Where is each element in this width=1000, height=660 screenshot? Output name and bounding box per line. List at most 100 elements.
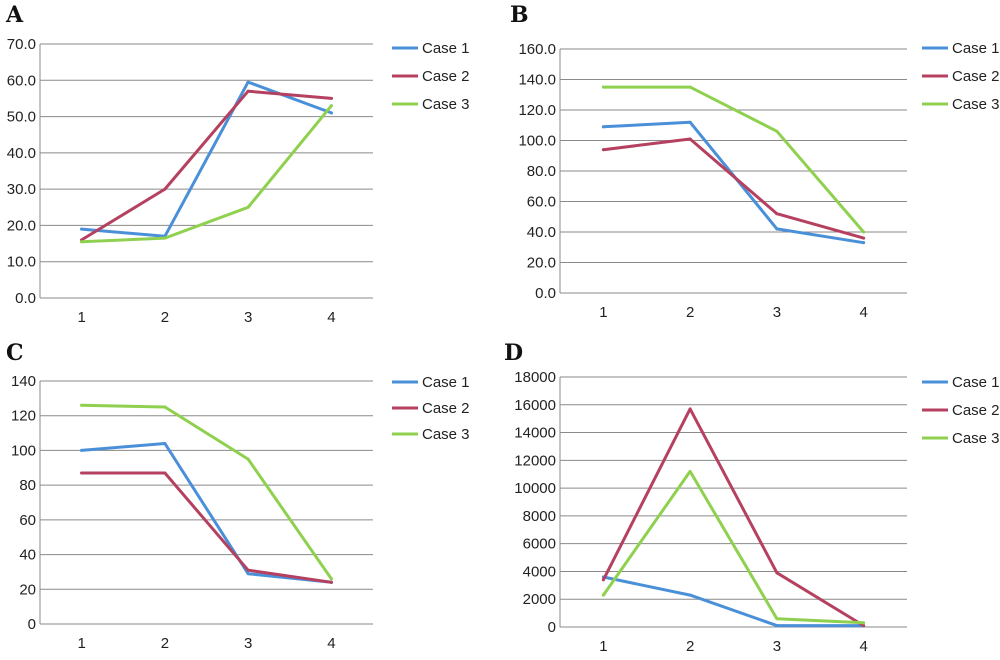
data-point-case-2: [688, 407, 692, 411]
y-tick-label: 100: [11, 442, 36, 459]
legend-label: Case 3: [422, 96, 470, 113]
data-point-case-3: [775, 617, 779, 621]
data-point-case-2: [775, 571, 779, 575]
data-point-case-3: [246, 205, 250, 209]
legend-label: Case 1: [422, 40, 470, 57]
x-tick-label: 4: [859, 638, 867, 655]
data-point-case-2: [862, 624, 866, 628]
y-tick-label: 4000: [523, 563, 556, 580]
y-tick-label: 100.0: [518, 133, 556, 150]
y-tick-label: 20: [19, 581, 36, 598]
y-tick-label: 50.0: [7, 109, 36, 126]
series-line-case-2: [601, 407, 866, 628]
x-tick-label: 4: [327, 635, 335, 652]
data-point-case-2: [329, 580, 333, 584]
y-tick-label: 6000: [523, 536, 556, 553]
y-tick-label: 18000: [514, 369, 556, 386]
chart-panel-d: D 0 2000 4000 6000 8000 10000 12000 14000 16000 18…: [504, 340, 1000, 655]
legend-label: Case 1: [422, 374, 470, 391]
y-tick-label: 60.0: [527, 194, 556, 211]
data-point-case-3: [601, 85, 605, 89]
legend-label: Case 1: [952, 374, 1000, 391]
y-tick-label: 40.0: [527, 224, 556, 241]
data-point-case-3: [862, 621, 866, 625]
data-point-case-3: [163, 236, 167, 240]
data-point-case-3: [862, 230, 866, 234]
data-point-case-1: [775, 624, 779, 628]
legend-label: Case 2: [952, 68, 1000, 85]
series-line-case-2: [80, 89, 333, 242]
data-point-case-2: [246, 89, 250, 93]
data-point-case-2: [601, 148, 605, 152]
y-tick-label: 20.0: [7, 217, 36, 234]
data-point-case-2: [80, 471, 84, 475]
y-tick-label: 40: [19, 547, 36, 564]
data-point-case-1: [775, 227, 779, 231]
data-point-case-3: [601, 593, 605, 597]
x-tick-label: 3: [773, 304, 781, 321]
legend-label: Case 3: [952, 96, 1000, 113]
chart-panel-b: B 0.0 20.0 40.0 60.0 80.0 100.0 120.0 140.0 160.0…: [510, 2, 1000, 321]
y-tick-label: 60: [19, 512, 36, 529]
data-point-case-1: [246, 80, 250, 84]
data-point-case-1: [688, 120, 692, 124]
y-tick-label: 0: [548, 619, 556, 636]
data-point-case-1: [601, 125, 605, 129]
y-tick-label: 8000: [523, 508, 556, 525]
y-tick-label: 14000: [514, 425, 556, 442]
data-point-case-1: [80, 227, 84, 231]
x-tick-label: 3: [244, 309, 252, 326]
y-tick-label: 160.0: [518, 41, 556, 58]
data-point-case-3: [775, 129, 779, 133]
legend-label: Case 3: [952, 430, 1000, 447]
x-tick-label: 1: [599, 304, 607, 321]
series-line-case-3: [80, 104, 333, 244]
data-point-case-2: [862, 236, 866, 240]
x-tick-label: 1: [77, 309, 85, 326]
data-point-case-1: [862, 241, 866, 245]
data-point-case-3: [80, 403, 84, 407]
y-tick-label: 10.0: [7, 254, 36, 271]
series-line-case-1: [601, 575, 866, 628]
y-tick-label: 0: [28, 616, 36, 633]
legend-label: Case 2: [422, 68, 470, 85]
data-point-case-3: [246, 457, 250, 461]
legend-label: Case 2: [422, 400, 470, 417]
y-tick-label: 70.0: [7, 36, 36, 53]
y-tick-label: 10000: [514, 480, 556, 497]
series-line-case-3: [601, 469, 866, 625]
data-point-case-2: [688, 137, 692, 141]
chart-panel-c: C 0 20 40 60 80 100 120 140 1 2 3 4 Case 1 Case 2 Case …: [6, 340, 470, 652]
data-point-case-1: [80, 448, 84, 452]
y-tick-label: 20.0: [527, 255, 556, 272]
panel-letter: B: [510, 2, 529, 28]
y-tick-label: 2000: [523, 591, 556, 608]
y-tick-label: 0.0: [535, 285, 556, 302]
y-tick-label: 140: [11, 373, 36, 390]
legend-label: Case 3: [422, 426, 470, 443]
data-point-case-2: [246, 568, 250, 572]
data-point-case-1: [163, 441, 167, 445]
series-line-case-3: [80, 403, 333, 581]
y-tick-label: 0.0: [15, 290, 36, 307]
legend-label: Case 2: [952, 402, 1000, 419]
y-tick-label: 120.0: [518, 102, 556, 119]
data-point-case-1: [246, 572, 250, 576]
series-line-case-3: [601, 85, 866, 234]
series-line-case-1: [80, 80, 333, 238]
legend-label: Case 1: [952, 40, 1000, 57]
data-point-case-2: [775, 212, 779, 216]
chart-panel-a: A 0.0 10.0 20.0 30.0 40.0 50.0 60.0 70.0 1 2 3 4 Case…: [5, 2, 470, 326]
data-point-case-1: [688, 593, 692, 597]
y-tick-label: 40.0: [7, 145, 36, 162]
y-tick-label: 30.0: [7, 181, 36, 198]
x-tick-label: 2: [161, 309, 169, 326]
series-line-case-2: [601, 137, 866, 240]
y-tick-label: 60.0: [7, 72, 36, 89]
y-tick-label: 12000: [514, 452, 556, 469]
y-tick-label: 120: [11, 408, 36, 425]
y-tick-label: 140.0: [518, 72, 556, 89]
data-point-case-3: [80, 240, 84, 244]
y-tick-label: 16000: [514, 397, 556, 414]
x-tick-label: 3: [773, 638, 781, 655]
